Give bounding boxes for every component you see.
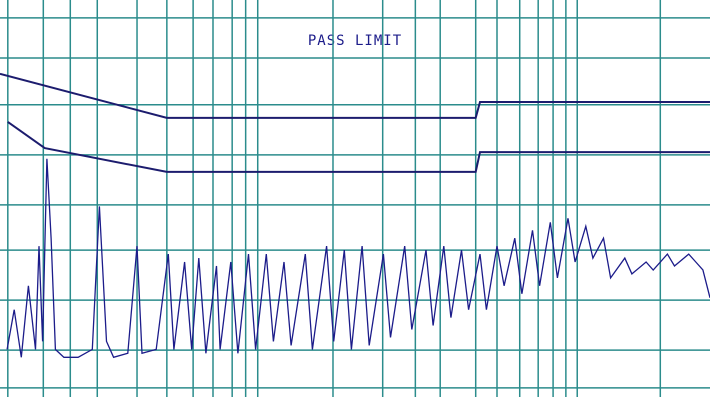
limit-line xyxy=(0,72,710,119)
chart-title: PASS LIMIT xyxy=(308,33,402,49)
spectrum-trace xyxy=(6,158,710,359)
limit-line xyxy=(7,121,710,173)
